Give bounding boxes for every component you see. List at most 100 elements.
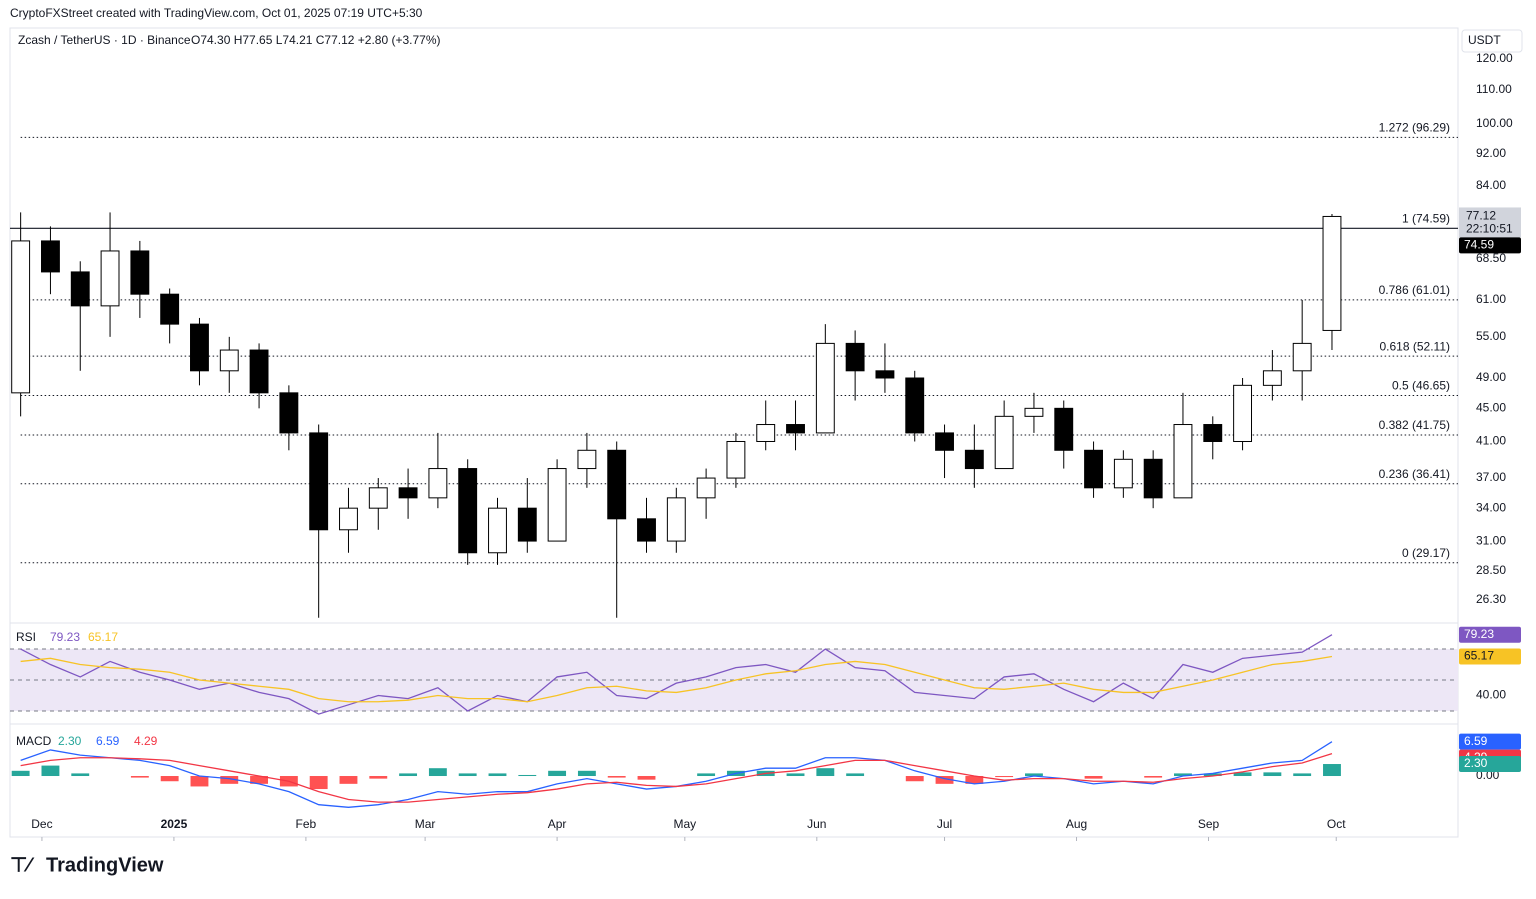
price-box: [1459, 756, 1521, 773]
currency-button[interactable]: [1461, 29, 1523, 53]
histogram-bar: [71, 773, 90, 777]
price-box: [1459, 237, 1521, 254]
candle-body: [1024, 407, 1044, 417]
histogram-bar: [250, 776, 269, 784]
y-tick-label: 68.50: [1476, 251, 1506, 265]
fib-label: 1 (74.59): [1402, 212, 1450, 226]
candle-body: [279, 392, 299, 434]
candle-body: [130, 250, 150, 295]
fib-label: 0.382 (41.75): [1379, 418, 1450, 432]
legend-value: 6.59: [96, 734, 120, 748]
x-tick-label: Sep: [1198, 817, 1220, 831]
y-tick-label: 31.00: [1476, 533, 1506, 547]
ohlc: O74.30 H77.65 L74.21 C77.12 +2.80 (+3.77…: [191, 33, 441, 47]
candle-body: [964, 449, 984, 470]
candle-body: [905, 377, 925, 434]
y-tick-label: 37.00: [1476, 470, 1506, 484]
x-tick-label: Aug: [1066, 817, 1087, 831]
x-tick-label: Jun: [807, 817, 826, 831]
histogram-bar: [1233, 772, 1252, 777]
candle-body: [1233, 384, 1253, 442]
candle-body: [249, 349, 269, 394]
histogram-bar: [1263, 772, 1282, 777]
x-tick-label: 2025: [161, 817, 188, 831]
legend-value: 65.17: [88, 630, 118, 644]
indicator-line: [20, 634, 1333, 715]
candle-body: [219, 349, 239, 372]
price-box-label: 65.17: [1464, 649, 1494, 663]
y-tick-label: 110.00: [1476, 82, 1512, 96]
candle-body: [547, 468, 567, 542]
legend-value: 79.23: [50, 630, 80, 644]
candle-body: [696, 477, 716, 499]
histogram-bar: [816, 768, 835, 777]
logo: ⊤⁄ TradingView: [10, 854, 164, 876]
y-tick-label: 100.00: [1476, 116, 1513, 130]
x-tick-label: Dec: [31, 817, 52, 831]
price-box: [1459, 648, 1521, 665]
last-price: 77.12: [1466, 209, 1496, 223]
histogram-bar: [458, 773, 477, 777]
y-tick-label: 49.00: [1476, 370, 1506, 384]
logo-text: TradingView: [46, 854, 164, 876]
y-tick-label: 41.00: [1476, 434, 1506, 448]
candle-body: [160, 293, 180, 325]
pane-title: RSI: [16, 630, 36, 644]
histogram-bar: [1025, 773, 1043, 777]
histogram-bar: [548, 770, 567, 777]
x-tick-label: Oct: [1327, 817, 1346, 831]
y-tick-label: 84.00: [1476, 178, 1506, 192]
y-tick-label: 28.50: [1476, 563, 1506, 577]
histogram-bar: [786, 773, 805, 777]
y-tick-label: 120.00: [1476, 51, 1513, 65]
fib-label: 0 (29.17): [1402, 546, 1450, 560]
y-tick-label: 40.00: [1476, 688, 1506, 702]
candle-body: [517, 507, 537, 542]
histogram-bar: [160, 776, 179, 782]
candle-body: [577, 449, 597, 470]
candle-body: [100, 250, 120, 307]
indicator-line: [20, 655, 1333, 703]
candle-body: [190, 323, 209, 372]
candle-body: [815, 342, 835, 434]
histogram-bar: [130, 776, 149, 778]
candle-body: [1084, 449, 1103, 489]
histogram-bar: [1323, 764, 1341, 777]
y-tick-label: 55.00: [1476, 329, 1506, 343]
candle-body: [1054, 407, 1074, 451]
fib-label: 0.786 (61.01): [1379, 283, 1450, 297]
histogram-bar: [905, 776, 924, 782]
x-tick-label: Jul: [937, 817, 952, 831]
countdown: 22:10:51: [1466, 222, 1513, 236]
histogram-bar: [846, 773, 865, 777]
histogram-bar: [399, 773, 418, 777]
candle-body: [398, 487, 418, 499]
candle-body: [11, 240, 31, 394]
y-tick-label: 61.00: [1476, 292, 1506, 306]
candle-body: [756, 424, 776, 442]
histogram-bar: [935, 776, 954, 784]
histogram-bar: [1084, 776, 1103, 779]
legend-value: 2.30: [58, 734, 82, 748]
histogram-bar: [41, 765, 60, 777]
logo-mark: ⊤⁄: [10, 854, 35, 876]
candle-body: [1292, 342, 1312, 372]
last-price-box: [1459, 207, 1521, 238]
fib-label: 1.272 (96.29): [1379, 121, 1450, 135]
candle-body: [607, 449, 627, 520]
y-tick-label: 26.30: [1476, 592, 1506, 606]
credit: CryptoFXStreet created with TradingView.…: [10, 6, 423, 20]
candle-body: [1322, 215, 1342, 331]
x-tick-label: Apr: [548, 817, 567, 831]
price-box-label: 74.59: [1464, 238, 1494, 252]
y-tick-label: 92.00: [1476, 146, 1506, 160]
currency[interactable]: USDT: [1468, 33, 1501, 47]
price-box-label: 2.30: [1464, 756, 1488, 770]
candle-body: [637, 518, 656, 542]
histogram-bar: [339, 776, 358, 784]
histogram-bar: [518, 774, 537, 777]
histogram-bar: [965, 776, 984, 784]
histogram-bar: [11, 770, 30, 777]
histogram-bar: [428, 768, 447, 777]
